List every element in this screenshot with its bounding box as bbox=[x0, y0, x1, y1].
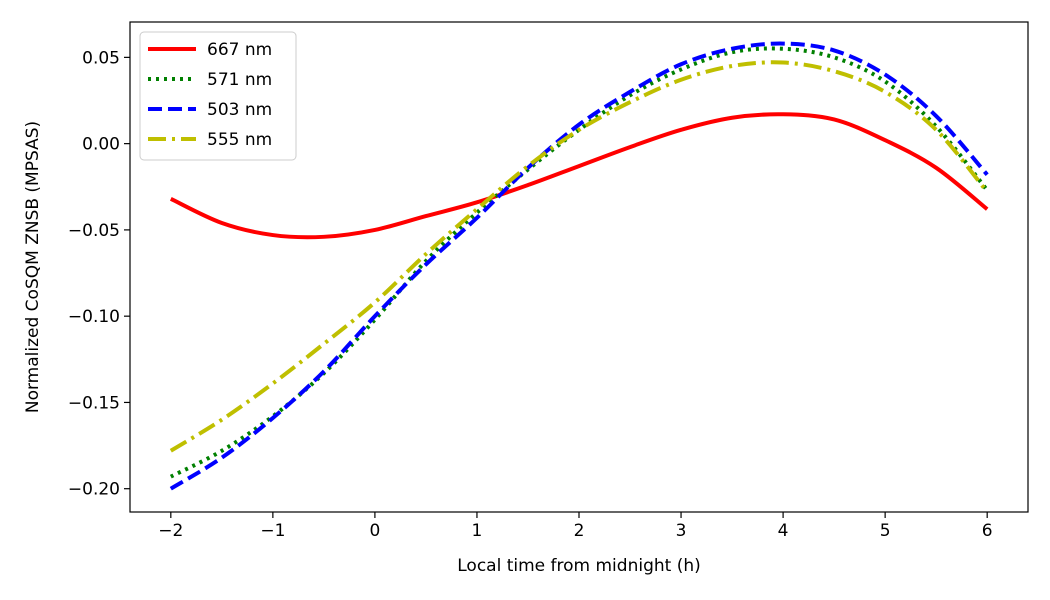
x-tick-label: 6 bbox=[982, 521, 993, 541]
series-layer bbox=[169, 41, 989, 491]
series-line-503-nm bbox=[169, 41, 989, 491]
legend-label-503-nm: 503 nm bbox=[207, 100, 272, 120]
y-tick-label: −0.15 bbox=[68, 393, 120, 413]
x-tick-label: 1 bbox=[472, 521, 483, 541]
legend-label-571-nm: 571 nm bbox=[207, 70, 272, 90]
x-tick-label: 4 bbox=[778, 521, 789, 541]
legend: 667 nm 571 nm 503 nm 555 nm bbox=[139, 31, 297, 161]
x-tick-label: −1 bbox=[260, 521, 285, 541]
series-line-571-nm bbox=[169, 46, 989, 479]
y-tick-label: −0.20 bbox=[68, 480, 120, 500]
x-axis-label: Local time from midnight (h) bbox=[457, 556, 701, 576]
x-tick-label: −2 bbox=[158, 521, 183, 541]
series-line-667-nm bbox=[169, 112, 989, 240]
legend-box bbox=[139, 31, 297, 161]
series-line-555-nm bbox=[169, 60, 989, 453]
y-tick-label: −0.05 bbox=[68, 221, 120, 241]
y-tick-label: −0.10 bbox=[68, 307, 120, 327]
y-tick-label: 0.00 bbox=[82, 135, 120, 155]
x-tick-label: 0 bbox=[369, 521, 380, 541]
x-axis-ticks: −2 −1 0 1 2 3 4 5 6 bbox=[158, 512, 993, 541]
y-axis-ticks: −0.20 −0.15 −0.10 −0.05 0.00 0.05 bbox=[68, 48, 130, 500]
x-tick-label: 2 bbox=[574, 521, 585, 541]
legend-label-667-nm: 667 nm bbox=[207, 40, 272, 60]
x-tick-label: 5 bbox=[880, 521, 891, 541]
y-axis-label: Normalized CoSQM ZNSB (MPSAS) bbox=[23, 121, 43, 413]
legend-label-555-nm: 555 nm bbox=[207, 130, 272, 150]
y-tick-label: 0.05 bbox=[82, 48, 120, 68]
x-tick-label: 3 bbox=[676, 521, 687, 541]
